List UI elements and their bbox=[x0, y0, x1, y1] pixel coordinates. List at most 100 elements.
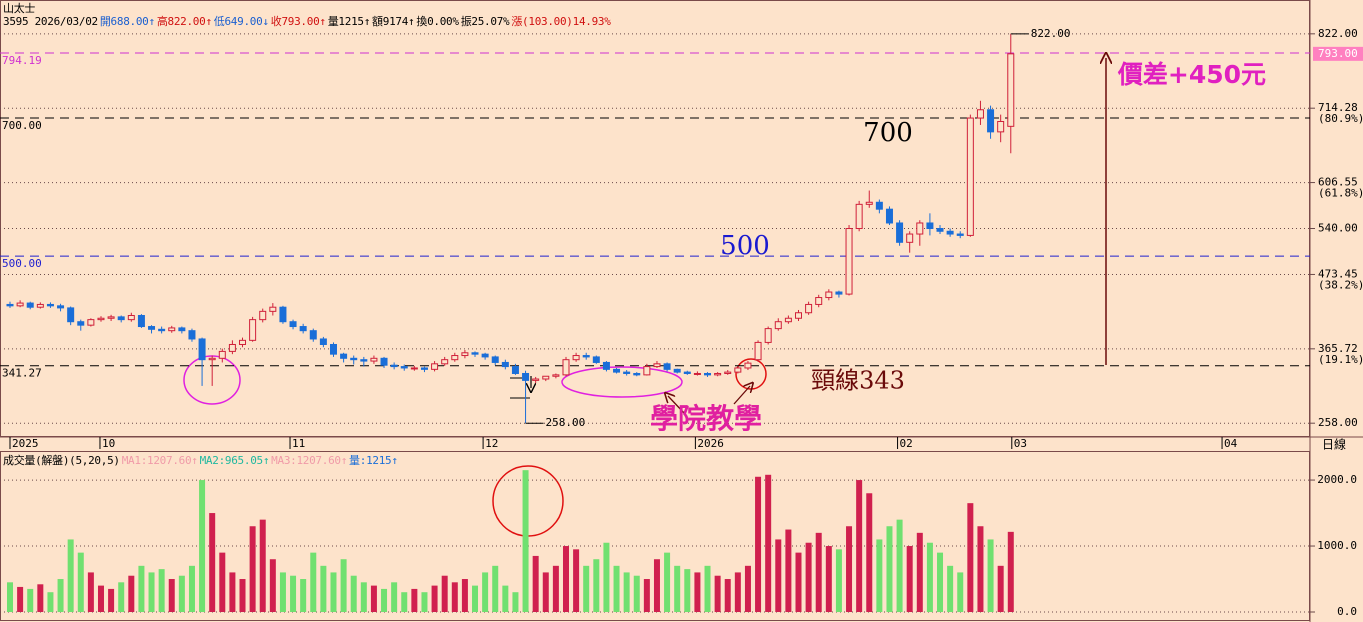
candle-body bbox=[613, 368, 621, 373]
volume-bar bbox=[755, 476, 762, 612]
volume-bar bbox=[815, 532, 822, 612]
candle-body bbox=[855, 203, 863, 230]
volume-bar bbox=[522, 470, 529, 612]
x-tick-label: 03 bbox=[1014, 437, 1027, 450]
candle-body bbox=[542, 375, 550, 380]
candle-body bbox=[734, 367, 742, 373]
candle-body bbox=[410, 367, 418, 370]
y-tick-ratio: (19.1%) bbox=[1318, 353, 1363, 366]
volume-bar bbox=[846, 526, 853, 612]
candle-body bbox=[582, 355, 590, 358]
volume-bar bbox=[239, 579, 246, 612]
volume-bar bbox=[552, 565, 559, 612]
volume-bar bbox=[360, 582, 367, 612]
quote-item: 量1215↑ bbox=[327, 15, 371, 28]
candle-body bbox=[936, 228, 944, 232]
volume-bar bbox=[421, 592, 428, 612]
quote-line: 3595 2026/03/02 開688.00↑ 高822.00↑ 低649.00↓ 收… bbox=[3, 13, 613, 29]
volume-bar bbox=[451, 582, 458, 612]
x-tick-label: 2025 bbox=[12, 437, 39, 450]
volume-bar bbox=[886, 526, 893, 612]
extreme-label: 258.00 bbox=[546, 416, 586, 429]
volume-bar bbox=[97, 585, 104, 612]
candle-body bbox=[845, 228, 853, 295]
candle-body bbox=[97, 317, 105, 321]
volume-bar bbox=[664, 552, 671, 612]
candle-body bbox=[522, 372, 530, 381]
candle-body bbox=[148, 326, 156, 330]
candle-body bbox=[491, 356, 499, 363]
candle-body bbox=[794, 312, 802, 319]
quote-item: 開688.00↑ bbox=[99, 15, 155, 28]
candle-body bbox=[67, 307, 75, 323]
volume-bar bbox=[825, 546, 832, 612]
volume-bar bbox=[168, 579, 175, 612]
volume-bar bbox=[623, 572, 630, 612]
volume-bar bbox=[593, 559, 600, 612]
candle-body bbox=[835, 291, 843, 295]
candle-body bbox=[451, 355, 459, 361]
candle-body bbox=[441, 359, 449, 365]
volume-bar bbox=[653, 559, 660, 612]
candle-body bbox=[228, 343, 236, 352]
candle-body bbox=[309, 330, 317, 340]
volume-bar bbox=[785, 529, 792, 612]
candle-body bbox=[239, 339, 247, 345]
volume-bar bbox=[856, 480, 863, 612]
candle-body bbox=[390, 364, 398, 368]
candle-body bbox=[178, 327, 186, 332]
reference-label: 794.19 bbox=[2, 54, 42, 67]
x-tick-label: 2026 bbox=[697, 437, 724, 450]
annotation: 學院教學 bbox=[650, 402, 762, 435]
candle-body bbox=[623, 371, 631, 374]
volume-bar bbox=[219, 552, 226, 612]
volume-bar bbox=[472, 585, 479, 612]
volume-bar bbox=[866, 493, 873, 612]
candle-body bbox=[896, 222, 904, 243]
quote-item: 高822.00↑ bbox=[156, 15, 212, 28]
candle-body bbox=[208, 357, 216, 361]
y-tick-label: 606.55 bbox=[1318, 176, 1358, 189]
volume-bar bbox=[603, 542, 610, 612]
candle-body bbox=[77, 321, 85, 326]
volume-bar bbox=[87, 572, 94, 612]
volume-bar bbox=[401, 592, 408, 612]
volume-bar bbox=[47, 592, 54, 612]
volume-bar bbox=[795, 552, 802, 612]
x-tick-label: 04 bbox=[1224, 437, 1238, 450]
candle-body bbox=[956, 233, 964, 236]
candle-body bbox=[158, 328, 166, 332]
volume-bar bbox=[27, 588, 34, 612]
candle-body bbox=[815, 297, 823, 305]
volume-indicator: MA3:1207.60↑ bbox=[271, 454, 348, 467]
candle-body bbox=[461, 352, 469, 357]
y-tick-ratio: (38.2%) bbox=[1318, 278, 1363, 291]
y-tick-label: 365.72 bbox=[1318, 342, 1358, 355]
volume-bar bbox=[229, 572, 236, 612]
volume-bar bbox=[562, 546, 569, 612]
volume-bar bbox=[391, 582, 398, 612]
volume-title: 成交量(解盤)(5,20,5) bbox=[3, 454, 120, 467]
period-label: 日線 bbox=[1322, 437, 1346, 452]
candle-body bbox=[976, 109, 984, 119]
volume-bar bbox=[290, 575, 297, 612]
candle-body bbox=[26, 302, 34, 308]
volume-header: 成交量(解盤)(5,20,5) MA1:1207.60↑ MA2:965.05↑ MA… bbox=[3, 452, 400, 468]
volume-bar bbox=[573, 549, 580, 612]
volume-bar bbox=[188, 565, 195, 612]
candle-body bbox=[188, 330, 196, 340]
candle-body bbox=[532, 378, 540, 381]
volume-bar bbox=[209, 513, 216, 612]
candle-body bbox=[501, 361, 509, 368]
candle-body bbox=[117, 316, 125, 321]
candle-body bbox=[987, 109, 995, 133]
volume-bar bbox=[997, 565, 1004, 612]
candle-body bbox=[825, 291, 833, 299]
volume-bar bbox=[249, 526, 256, 612]
volume-indicator: 量:1215↑ bbox=[349, 454, 398, 467]
volume-bar bbox=[674, 565, 681, 612]
volume-bar bbox=[926, 542, 933, 612]
volume-bar bbox=[977, 526, 984, 612]
volume-bar bbox=[7, 582, 14, 612]
